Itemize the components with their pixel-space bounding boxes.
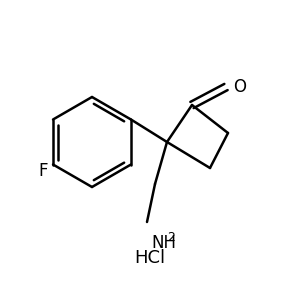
Text: O: O <box>233 78 246 96</box>
Text: F: F <box>38 162 48 180</box>
Text: 2: 2 <box>167 231 175 244</box>
Text: NH: NH <box>151 234 176 252</box>
Text: HCl: HCl <box>134 249 166 267</box>
